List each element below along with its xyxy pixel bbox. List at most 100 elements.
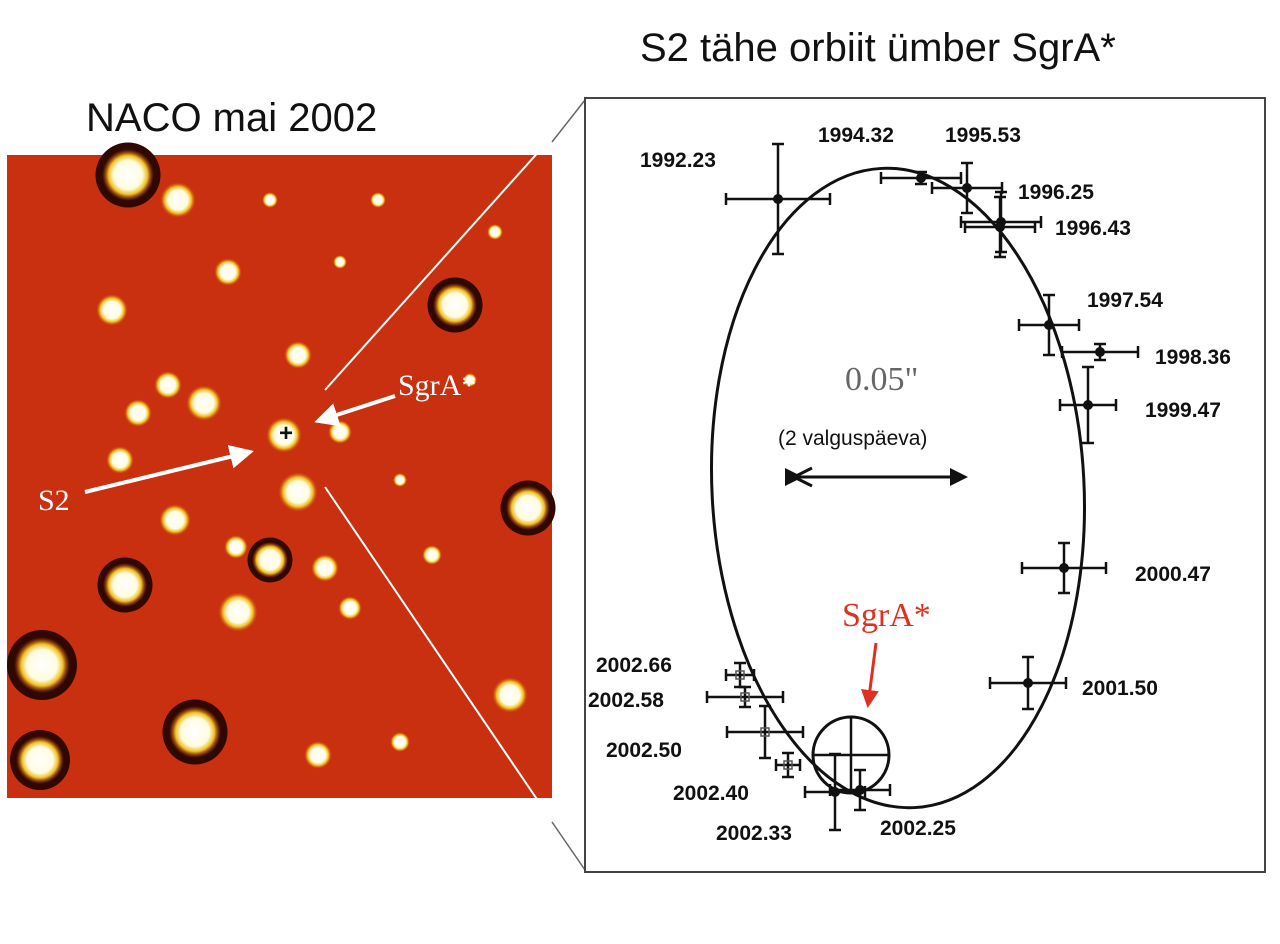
zoom-connector-top [324, 99, 586, 391]
epoch-label: 1996.43 [1055, 217, 1131, 240]
zoom-connector-bottom [324, 486, 586, 871]
star [262, 192, 278, 208]
data-point: 1992.23 [640, 142, 832, 256]
epoch-label: 1999.47 [1145, 399, 1221, 422]
data-point: 2000.47 [1020, 541, 1211, 595]
star [218, 592, 258, 632]
star [311, 554, 339, 582]
point-marker [1083, 400, 1093, 410]
epoch-label: 2002.58 [588, 689, 664, 712]
star [14, 637, 70, 693]
sgra-arrow [314, 394, 396, 427]
data-point: 1996.43 [963, 195, 1131, 259]
data-point: 1995.53 [930, 124, 1021, 215]
epoch-label: 2002.40 [673, 782, 749, 805]
star [304, 741, 332, 769]
star [186, 385, 222, 421]
scale-arrow-left-head [790, 466, 813, 488]
left-title: NACO mai 2002 [86, 96, 378, 140]
star [328, 420, 352, 444]
zoom-connector-bottom-outer [551, 821, 586, 871]
star [124, 399, 152, 427]
point-marker [1044, 320, 1054, 330]
image-background [7, 155, 552, 798]
data-point: 2001.50 [988, 655, 1158, 711]
epoch-label: 1992.23 [640, 149, 716, 172]
epoch-label: 2000.47 [1135, 563, 1211, 586]
star [106, 446, 134, 474]
data-point: 2002.58 [588, 685, 785, 712]
point-marker [740, 692, 750, 702]
point-marker [1095, 347, 1105, 357]
point-marker [995, 222, 1005, 232]
star [463, 373, 477, 387]
star [159, 504, 191, 536]
star [96, 294, 128, 326]
star [154, 371, 182, 399]
star [284, 341, 312, 369]
s2-arrow [84, 445, 254, 494]
s2-label: S2 [38, 484, 70, 517]
star [169, 706, 221, 758]
point-marker [962, 183, 972, 193]
epoch-label: 1995.53 [945, 124, 1021, 147]
sgra-label: SgrA* [398, 369, 476, 402]
crosshair-icon: + [279, 420, 293, 447]
star [224, 535, 248, 559]
star [252, 542, 288, 578]
star [433, 283, 477, 327]
data-point: 2002.66 [596, 654, 756, 689]
star [506, 486, 550, 530]
epoch-label: 2002.50 [606, 739, 682, 762]
point-marker [783, 760, 793, 770]
point-marker [1059, 563, 1069, 573]
data-point: 2002.50 [606, 704, 805, 762]
orbit-panel [584, 97, 1266, 873]
star-field [7, 142, 556, 790]
point-marker [773, 194, 783, 204]
orbit-ellipse [710, 166, 1086, 810]
naco-image: + SgrA* S2 [7, 142, 556, 798]
sgra-red-arrow [860, 642, 879, 708]
point-marker [916, 173, 926, 183]
data-point: 1997.54 [1017, 289, 1163, 357]
sgra-position-marker [811, 715, 891, 795]
star [266, 417, 302, 453]
star [393, 473, 407, 487]
data-point: 1999.47 [1058, 365, 1221, 445]
epoch-label: 1994.32 [818, 124, 894, 147]
data-point: 1994.32 [818, 124, 963, 186]
star [16, 736, 64, 784]
scale-note: (2 valguspäeva) [778, 427, 927, 450]
point-marker [735, 670, 745, 680]
point-marker [760, 727, 770, 737]
epoch-label: 2001.50 [1082, 677, 1158, 700]
sgra-red-label: SgrA* [842, 597, 931, 634]
star [338, 596, 362, 620]
epoch-label: 1996.25 [1018, 181, 1094, 204]
zoom-connector-top-outer [551, 99, 586, 143]
data-point: 2002.33 [716, 752, 867, 845]
star [214, 258, 242, 286]
data-point: 1998.36 [1060, 342, 1231, 369]
star [487, 224, 503, 240]
epoch-label: 2002.66 [596, 654, 672, 677]
scale-value: 0.05" [845, 361, 918, 398]
star [333, 255, 347, 269]
star [492, 677, 528, 713]
epoch-label: 2002.25 [880, 817, 956, 840]
data-point: 2002.40 [673, 751, 802, 805]
epoch-label: 2002.33 [716, 822, 792, 845]
right-title: S2 tähe orbiit ümber SgrA* [640, 26, 1116, 70]
point-marker [1023, 678, 1033, 688]
star [160, 182, 196, 218]
star [102, 149, 154, 201]
epoch-label: 1997.54 [1087, 289, 1163, 312]
star [103, 563, 147, 607]
star [422, 545, 442, 565]
star [370, 192, 386, 208]
epoch-label: 1998.36 [1155, 346, 1231, 369]
star [390, 732, 410, 752]
star [278, 472, 318, 512]
